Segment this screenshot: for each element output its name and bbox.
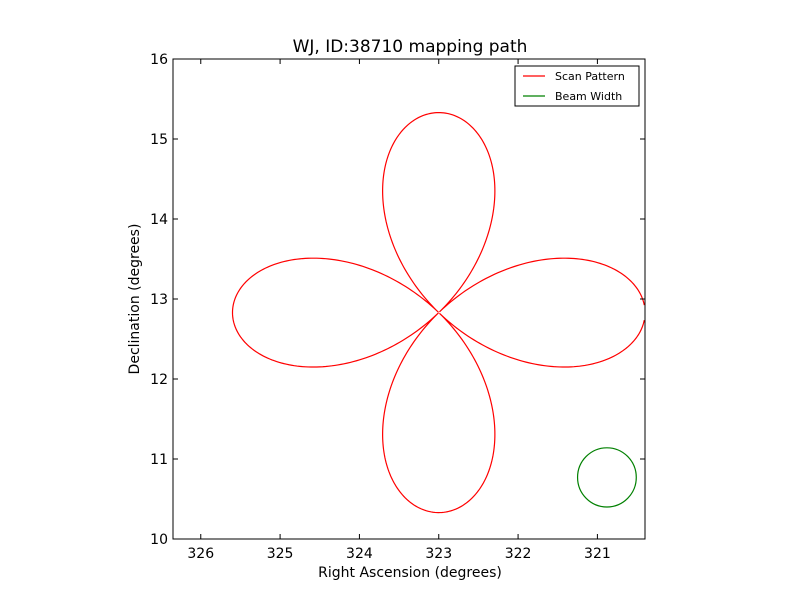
- y-tick-label: 14: [150, 212, 168, 228]
- y-tick-label: 11: [150, 452, 168, 468]
- y-axis: 10 11 12 13 14 15 16: [150, 52, 645, 548]
- x-tick-label: 323: [425, 546, 452, 562]
- plot-area: [173, 59, 645, 539]
- beam-width-circle: [576, 447, 637, 508]
- x-axis: 326 325 324 323 322 321: [187, 59, 611, 562]
- x-tick-label: 325: [267, 546, 294, 562]
- legend-label-scan-pattern: Scan Pattern: [555, 70, 625, 83]
- y-tick-label: 12: [150, 372, 168, 388]
- legend: Scan Pattern Beam Width: [514, 65, 640, 107]
- x-axis-title: Right Ascension (degrees): [318, 565, 502, 581]
- chart-title: WJ, ID:38710 mapping path: [293, 37, 528, 57]
- y-tick-label: 15: [150, 132, 168, 148]
- y-tick-label: 10: [150, 532, 168, 548]
- legend-label-beam-width: Beam Width: [555, 90, 622, 103]
- x-tick-label: 321: [584, 546, 611, 562]
- x-tick-label: 326: [187, 546, 214, 562]
- legend-box: [514, 65, 640, 107]
- x-tick-label: 324: [346, 546, 373, 562]
- series-layer: [231, 111, 645, 514]
- y-axis-title: Declination (degrees): [127, 224, 143, 375]
- y-tick-label: 13: [150, 292, 168, 308]
- scan-pattern-line: [231, 111, 645, 514]
- x-tick-label: 322: [505, 546, 532, 562]
- y-tick-label: 16: [150, 52, 168, 68]
